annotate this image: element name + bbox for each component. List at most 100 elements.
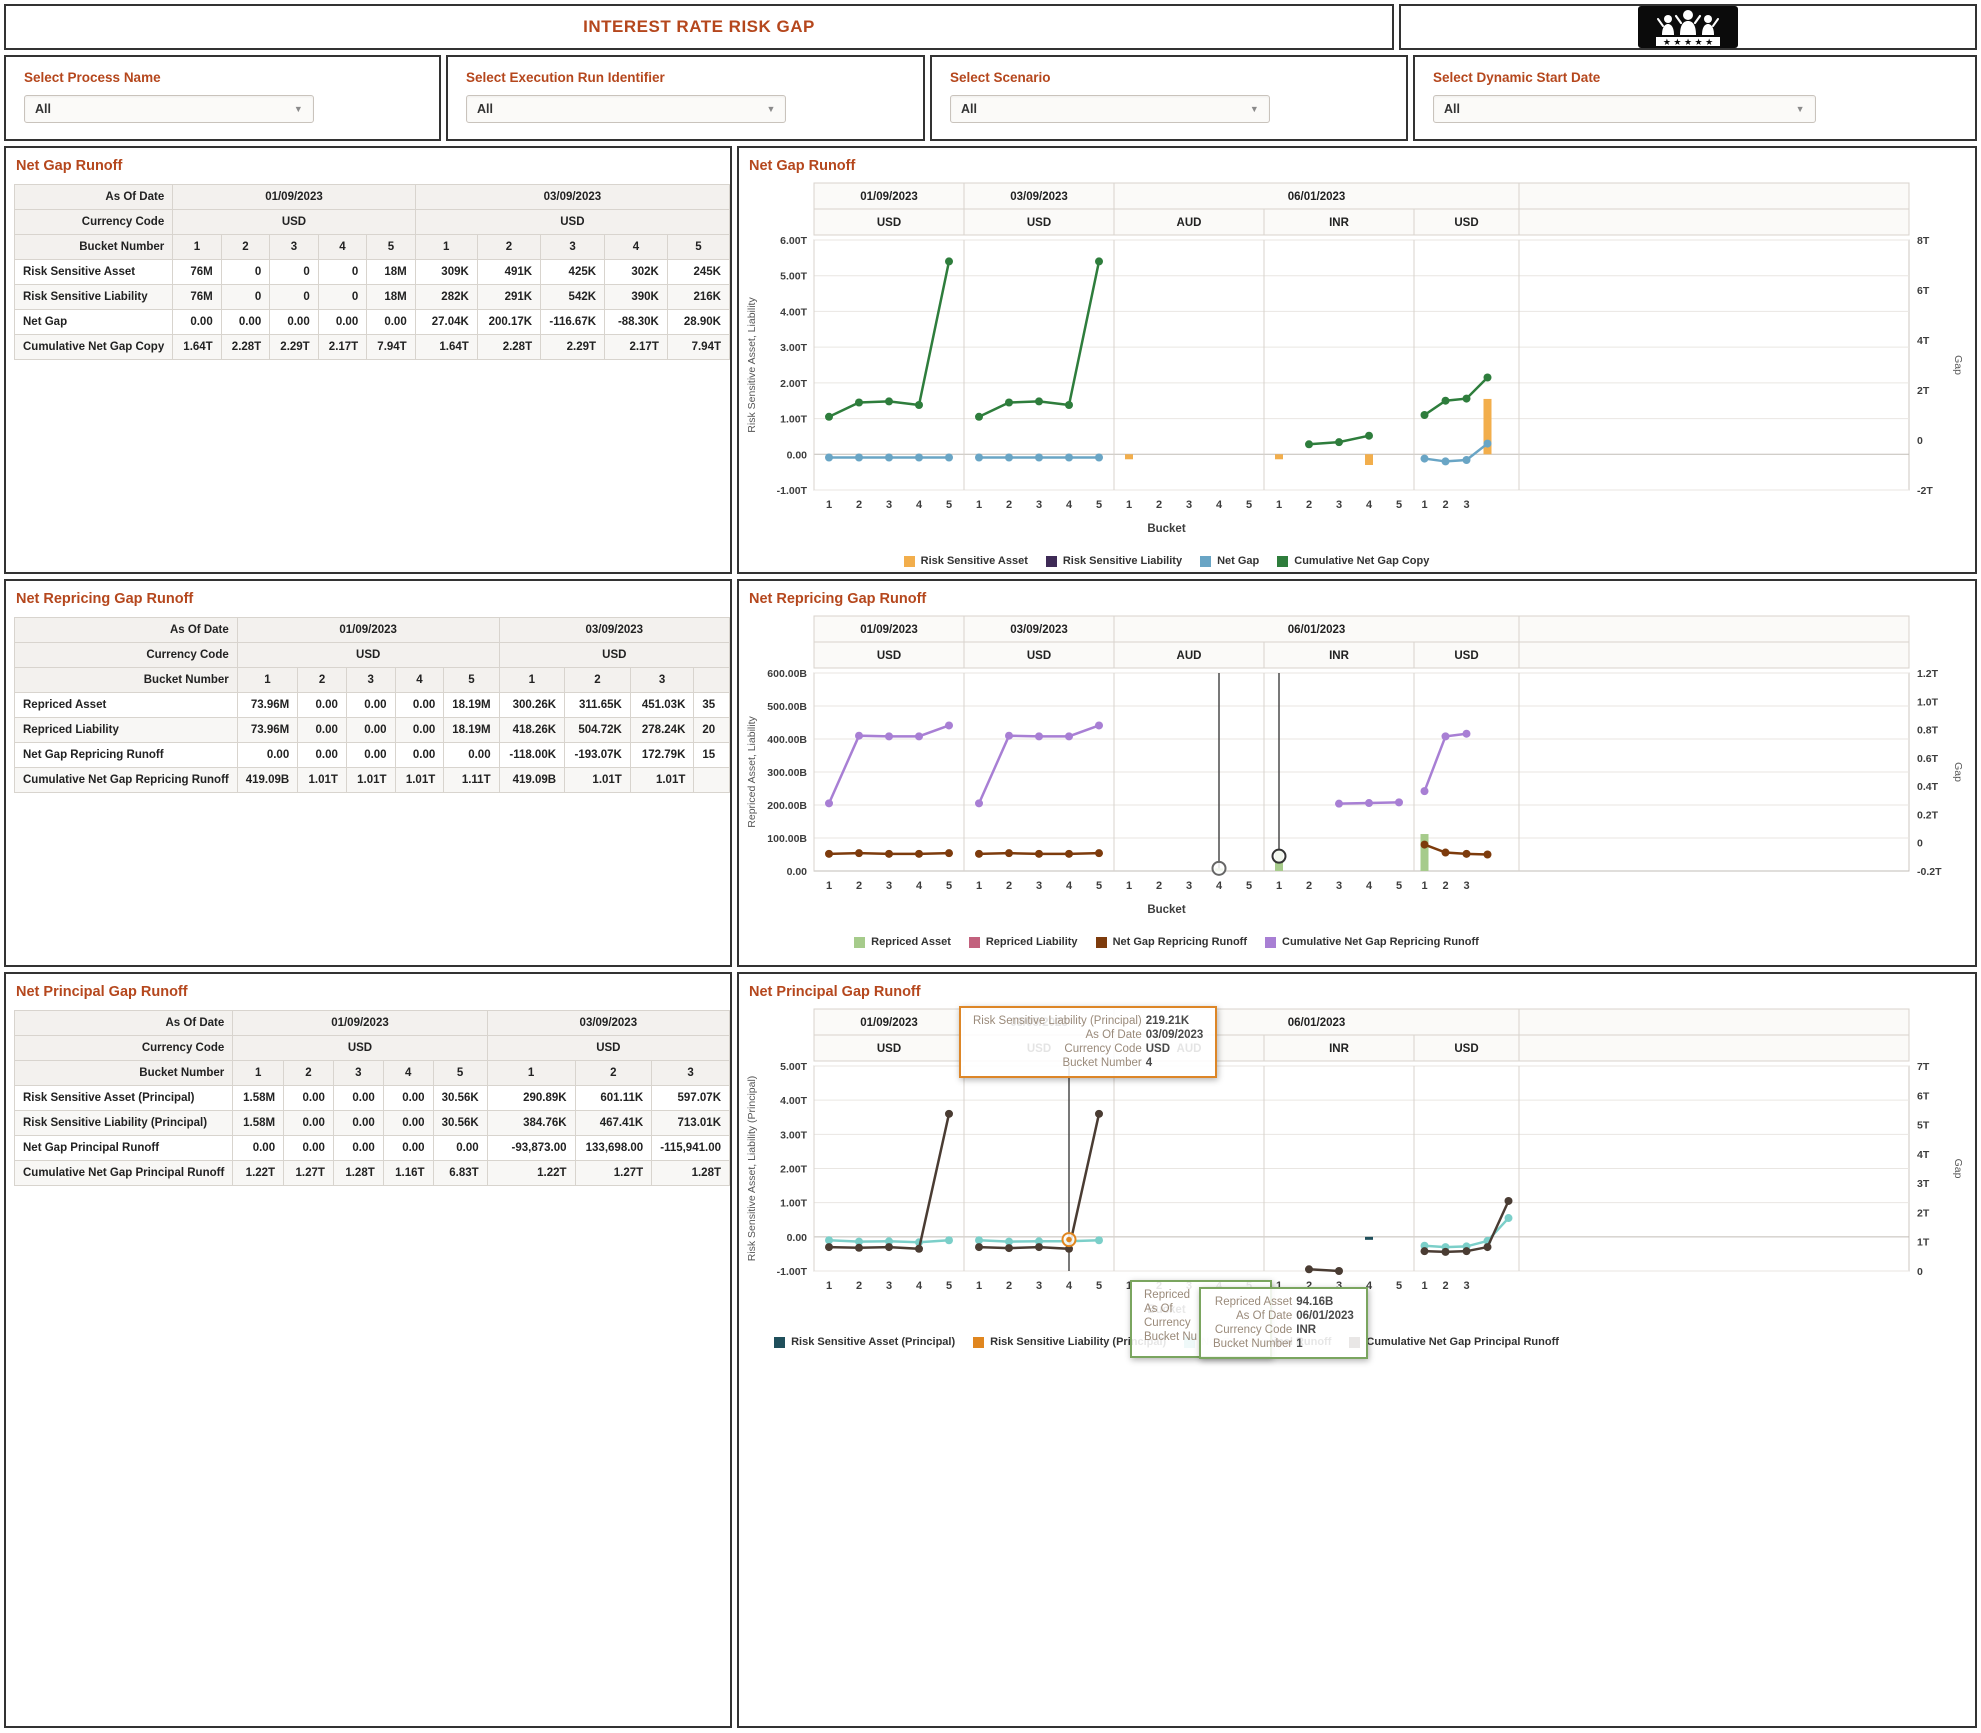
svg-text:3: 3	[1336, 499, 1342, 511]
table-row: Risk Sensitive Asset (Principal) 1.58M 0.0…	[13, 1085, 730, 1111]
svg-text:7T: 7T	[1917, 1061, 1930, 1073]
svg-text:4: 4	[916, 880, 923, 892]
svg-text:0.00: 0.00	[787, 1232, 808, 1244]
tooltip-value: 1	[1296, 1338, 1303, 1350]
table-header-row: Currency Code USD USD	[13, 1035, 730, 1061]
tooltip-value: 4	[1145, 1057, 1153, 1069]
svg-text:5: 5	[1096, 880, 1102, 892]
chart-svg: 01/09/2023 03/09/2023 06/01/2023 USD USD AUD I…	[746, 182, 1964, 535]
svg-text:USD: USD	[1454, 217, 1478, 229]
chevron-down-icon: ▼	[1795, 104, 1805, 114]
svg-text:Gap: Gap	[1952, 762, 1964, 782]
legend-swatch-icon	[1265, 936, 1277, 948]
svg-text:0.8T: 0.8T	[1917, 725, 1939, 737]
svg-text:USD: USD	[877, 217, 901, 229]
svg-text:0.2T: 0.2T	[1917, 809, 1939, 821]
data-table: As Of Date 01/09/2023 03/09/2023 Currency C…	[13, 184, 730, 360]
legend-item[interactable]: Repriced Liability	[968, 936, 1078, 948]
filter-dynamic-start-date: Select Dynamic Start Date All ▼	[1413, 55, 1977, 141]
svg-text:5.00T: 5.00T	[780, 1061, 807, 1073]
svg-text:1: 1	[826, 499, 832, 511]
svg-text:3: 3	[1463, 499, 1469, 511]
svg-text:1: 1	[1126, 880, 1132, 892]
svg-text:Gap: Gap	[1952, 1159, 1964, 1179]
legend-item[interactable]: Cumulative Net Gap Repricing Runoff	[1265, 936, 1479, 948]
svg-text:6.00T: 6.00T	[780, 235, 807, 247]
table-header-row: As Of Date 01/09/2023 03/09/2023	[14, 617, 730, 643]
svg-text:1: 1	[1421, 1280, 1427, 1292]
svg-text:5: 5	[1096, 1280, 1102, 1292]
legend-label: Risk Sensitive Asset	[920, 555, 1028, 567]
svg-text:2: 2	[1306, 1280, 1312, 1292]
svg-text:4.00T: 4.00T	[780, 306, 807, 318]
svg-text:3: 3	[1036, 499, 1042, 511]
svg-text:USD: USD	[1454, 650, 1478, 662]
execution-run-dropdown[interactable]: All ▼	[466, 95, 787, 123]
svg-text:6T: 6T	[1917, 1090, 1930, 1102]
table-header-row: As Of Date 01/09/2023 03/09/2023	[13, 184, 730, 210]
net-principal-chart-panel: Net Principal Gap Runoff 01/09/2023 03/09…	[737, 972, 1977, 1728]
net-repricing-chart-panel: Net Repricing Gap Runoff 01/09/2023 03/09…	[737, 579, 1977, 967]
dynamic-start-date-dropdown[interactable]: All ▼	[1433, 95, 1816, 123]
net-gap-chart[interactable]: 01/09/2023 03/09/2023 06/01/2023 USD USD AUD I…	[741, 180, 1975, 547]
legend-item[interactable]: Risk Sensitive Asset (Principal)	[774, 1336, 955, 1348]
svg-text:06/01/2023: 06/01/2023	[1288, 624, 1346, 636]
legend-item[interactable]: Cumulative Net Gap Copy	[1277, 555, 1429, 567]
net-gap-chart-panel: Net Gap Runoff 01/09/2023 03/09/2023 06/01…	[737, 146, 1977, 574]
chevron-down-icon: ▼	[293, 104, 303, 114]
svg-text:8T: 8T	[1917, 235, 1930, 247]
legend-item[interactable]: Net Gap Repricing Runoff	[1095, 936, 1247, 948]
svg-text:3: 3	[886, 1280, 892, 1292]
net-repricing-table: As Of Date 01/09/2023 03/09/2023 Currency C…	[6, 617, 730, 793]
header-row: INTEREST RATE RISK GAP ★ ★ ★ ★ ★	[4, 4, 1977, 50]
svg-text:1: 1	[1126, 1280, 1132, 1292]
svg-text:2: 2	[1006, 880, 1012, 892]
legend-item[interactable]: Risk Sensitive Liability	[1045, 555, 1182, 567]
svg-text:5: 5	[1396, 1280, 1402, 1292]
net-repricing-section: Net Repricing Gap Runoff As Of Date 01/09…	[4, 579, 1977, 967]
svg-text:AUD: AUD	[1177, 217, 1202, 229]
svg-text:2: 2	[1006, 499, 1012, 511]
svg-text:5: 5	[1396, 499, 1402, 511]
filter-bar: Select Process Name All ▼ Select Executi…	[4, 55, 1977, 141]
legend-item[interactable]: Cumulative Net Gap Principal Runoff	[1349, 1336, 1559, 1348]
svg-text:0: 0	[1917, 1266, 1923, 1278]
svg-text:1.0T: 1.0T	[1917, 696, 1939, 708]
svg-text:1: 1	[1276, 499, 1282, 511]
svg-text:USD: USD	[877, 1043, 901, 1055]
scenario-dropdown[interactable]: All ▼	[950, 95, 1270, 123]
legend-label: Risk Sensitive Liability (Principal)	[990, 1336, 1167, 1348]
net-principal-chart[interactable]: 01/09/202303/09/202306/01/2023USDUSDAUDI…	[741, 1006, 1975, 1359]
table-row: Net Gap Repricing Runoff 0.00 0.00 0.00 0.00…	[14, 742, 730, 768]
tooltip-label: Bucket Number	[1062, 1057, 1142, 1069]
table-row: Risk Sensitive Liability (Principal) 1.58…	[13, 1110, 730, 1136]
filter-label: Select Dynamic Start Date	[1433, 70, 1601, 85]
net-gap-section: Net Gap Runoff As Of Date 01/09/2023 03/09…	[4, 146, 1977, 574]
legend-item[interactable]: Risk Sensitive Liability (Principal)	[973, 1336, 1166, 1348]
table-row: Cumulative Net Gap Principal Runoff 1.22T…	[13, 1160, 730, 1186]
legend-item[interactable]: Repriced Asset	[854, 936, 951, 948]
process-name-dropdown[interactable]: All ▼	[24, 95, 314, 123]
net-gap-table-title: Net Gap Runoff	[16, 158, 123, 174]
tooltip-label: Bucket Nu	[1144, 1331, 1198, 1343]
table-row: Risk Sensitive Asset 76M 0 0 0 18M 309K 491K 425…	[13, 259, 730, 285]
tooltip-value: 94.16B	[1296, 1296, 1334, 1308]
table-row: Net Gap 0.00 0.00 0.00 0.00 0.00 27.04K 200.17K…	[13, 309, 730, 335]
svg-text:6T: 6T	[1917, 285, 1930, 297]
svg-text:-1.00T: -1.00T	[777, 1266, 808, 1278]
filter-label: Select Execution Run Identifier	[466, 70, 665, 85]
legend-item[interactable]: Net Gap	[1200, 555, 1259, 567]
svg-text:5: 5	[946, 499, 952, 511]
net-repricing-chart[interactable]: 01/09/2023 03/09/2023 06/01/2023 USD USD AUD I…	[741, 613, 1975, 928]
table-header-row: Currency Code USD USD	[14, 642, 730, 668]
legend-item[interactable]: Risk Sensitive Asset	[903, 555, 1028, 567]
svg-text:1: 1	[976, 880, 982, 892]
net-gap-legend: Risk Sensitive Asset Risk Sensitive Liabi…	[814, 555, 1519, 567]
svg-text:01/09/2023: 01/09/2023	[860, 624, 918, 636]
svg-text:USD: USD	[1027, 217, 1051, 229]
tooltip-label: Currency Code	[1064, 1043, 1142, 1055]
svg-text:1: 1	[826, 1280, 832, 1292]
table-header-row: Currency Code USD USD	[13, 209, 730, 235]
tooltip-repriced-asset: Repriced Asset 94.16B As Of Date 06/01/2…	[1199, 1287, 1368, 1359]
